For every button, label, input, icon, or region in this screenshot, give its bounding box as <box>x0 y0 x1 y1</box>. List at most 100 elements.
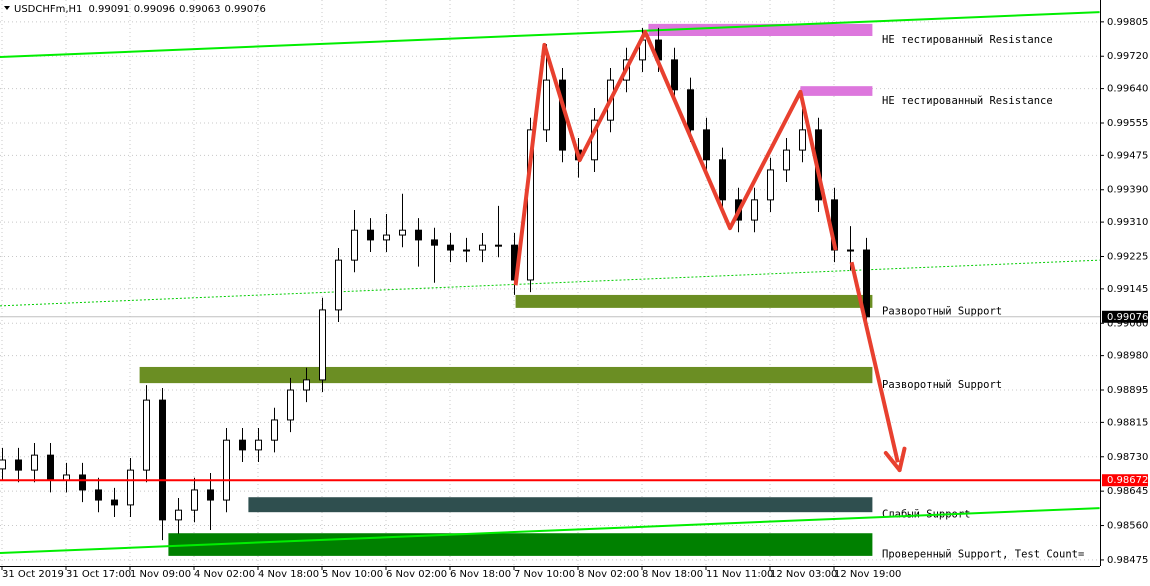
x-tick-label: 31 Oct 17:00 <box>66 569 131 580</box>
zone-label: Разворотный Support <box>882 305 1002 317</box>
y-tick-label: 0.99145 <box>1107 284 1148 295</box>
last-price-label: 0.99076 <box>1107 312 1148 323</box>
candle-body <box>671 59 678 91</box>
x-tick-label: 1 Nov 09:00 <box>130 569 191 580</box>
zigzag <box>513 29 838 286</box>
zone-label: Проверенный Support, Test Count= <box>882 549 1084 561</box>
y-tick-label: 0.98895 <box>1107 385 1148 396</box>
candle-body <box>479 244 486 251</box>
candle-body <box>351 229 358 261</box>
trendline <box>0 259 1100 307</box>
arrow-shaft <box>849 261 900 463</box>
trendline <box>0 11 1100 59</box>
y-tick-label: 0.98730 <box>1107 452 1148 463</box>
candle-body <box>463 249 470 252</box>
x-tick-label: 12 Nov 03:00 <box>770 569 837 580</box>
header-value: 0.99063 <box>179 4 220 15</box>
header-icon <box>4 6 10 10</box>
candle-body <box>783 149 790 171</box>
symbol: USDCHFm,H1 <box>14 4 82 15</box>
zone-label: НЕ тестированный Resistance <box>882 34 1053 46</box>
zone <box>648 23 873 37</box>
header-value: 0.99091 <box>88 4 129 15</box>
y-tick-label: 0.99720 <box>1107 51 1148 62</box>
y-tick-label: 0.99475 <box>1107 150 1148 161</box>
level-label-box <box>1102 474 1148 487</box>
candle-body <box>495 244 502 247</box>
candle-body <box>863 249 870 318</box>
candle-body <box>15 459 22 471</box>
candle-body <box>687 89 694 131</box>
candle-body <box>31 454 38 471</box>
zone-label: НЕ тестированный Resistance <box>882 95 1053 107</box>
candle-body <box>255 439 262 451</box>
x-tick-label: 8 Nov 02:00 <box>578 569 639 580</box>
y-tick-label: 0.99555 <box>1107 118 1148 129</box>
y-tick-label: 0.98475 <box>1107 555 1148 566</box>
candle-body <box>719 159 726 201</box>
zone-label: Разворотный Support <box>882 379 1002 391</box>
y-tick-label: 0.99640 <box>1107 84 1148 95</box>
zone <box>800 86 873 96</box>
header-value: 0.99076 <box>225 4 266 15</box>
x-tick-label: 6 Nov 02:00 <box>386 569 447 580</box>
candle-body <box>79 474 86 491</box>
candle-body <box>431 239 438 246</box>
candle-body <box>287 389 294 421</box>
x-tick-label: 4 Nov 02:00 <box>194 569 255 580</box>
candle-body <box>0 459 6 470</box>
y-tick-label: 0.98815 <box>1107 417 1148 428</box>
x-tick-label: 4 Nov 18:00 <box>258 569 319 580</box>
zone <box>139 366 873 384</box>
candle-body <box>751 199 758 221</box>
candle-body <box>847 249 854 252</box>
candle-body <box>303 379 310 391</box>
x-tick-label: 31 Oct 2019 <box>2 569 64 580</box>
y-tick-label: 0.99225 <box>1107 252 1148 263</box>
candle-body <box>335 259 342 311</box>
last-price-box <box>1102 310 1148 323</box>
candle-body <box>799 129 806 151</box>
x-tick-label: 5 Nov 10:00 <box>322 569 383 580</box>
level-label: 0.98672 <box>1107 475 1148 486</box>
candle-body <box>207 489 214 501</box>
candle-body <box>191 489 198 511</box>
candle-body <box>175 509 182 521</box>
candle-body <box>543 79 550 131</box>
candle-body <box>95 489 102 501</box>
header-value: 0.99096 <box>134 4 175 15</box>
arrow-head <box>883 446 907 473</box>
zone <box>168 533 873 556</box>
y-tick-label: 0.98645 <box>1107 486 1148 497</box>
candle-body <box>447 244 454 251</box>
y-tick-label: 0.99390 <box>1107 185 1148 196</box>
candle-body <box>111 499 118 506</box>
zone <box>515 294 873 308</box>
candle-body <box>527 129 534 281</box>
zone <box>248 497 873 513</box>
header: USDCHFm,H1 <box>4 4 82 15</box>
y-tick-label: 0.99060 <box>1107 318 1148 329</box>
candle-body <box>127 469 134 506</box>
candle-body <box>767 169 774 201</box>
x-tick-label: 11 Nov 11:00 <box>706 569 773 580</box>
candle-body <box>239 439 246 451</box>
candle-body <box>319 309 326 381</box>
y-tick-label: 0.99310 <box>1107 217 1148 228</box>
x-tick-label: 6 Nov 18:00 <box>450 569 511 580</box>
candle-body <box>159 399 166 521</box>
x-tick-label: 7 Nov 10:00 <box>514 569 575 580</box>
y-tick-label: 0.98560 <box>1107 521 1148 532</box>
candle-body <box>703 129 710 161</box>
candle-body <box>47 454 54 481</box>
x-tick-label: 12 Nov 19:00 <box>834 569 901 580</box>
y-tick-label: 0.98980 <box>1107 351 1148 362</box>
trendline <box>0 507 1100 555</box>
candle-body <box>223 439 230 501</box>
x-tick-label: 8 Nov 18:00 <box>642 569 703 580</box>
candle-body <box>271 419 278 441</box>
candle-body <box>383 234 390 241</box>
candle-body <box>399 229 406 236</box>
candle-body <box>143 399 150 471</box>
